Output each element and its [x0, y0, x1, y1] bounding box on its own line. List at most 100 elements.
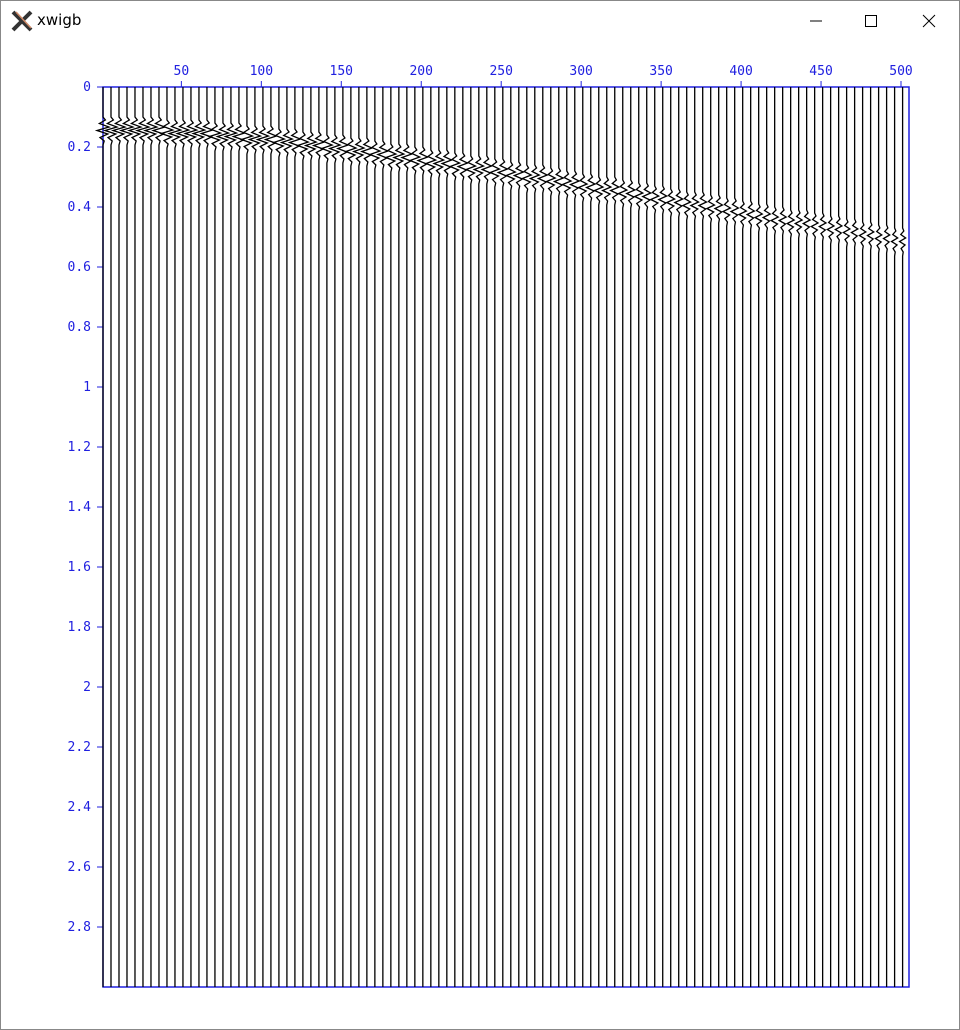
trace — [456, 87, 470, 987]
trace — [488, 87, 501, 987]
trace — [834, 87, 844, 987]
trace — [729, 87, 740, 987]
y-tick-label: 2.2 — [68, 740, 91, 755]
trace — [592, 87, 605, 987]
trace — [239, 87, 255, 987]
trace — [858, 87, 868, 987]
trace — [705, 87, 716, 987]
x-tick-label: 250 — [489, 64, 512, 79]
trace — [303, 87, 318, 987]
x-tick-label: 100 — [250, 64, 273, 79]
trace — [504, 87, 517, 987]
trace — [681, 87, 692, 987]
trace — [874, 87, 883, 987]
y-tick-label: 1.6 — [68, 560, 91, 575]
trace — [400, 87, 414, 987]
trace — [448, 87, 462, 987]
trace — [183, 87, 199, 987]
trace — [649, 87, 661, 987]
title-bar: xwigb — [1, 1, 959, 41]
trace — [464, 87, 478, 987]
trace — [215, 87, 231, 987]
app-icon — [11, 10, 33, 32]
y-tick-label: 0.6 — [68, 260, 91, 275]
trace — [777, 87, 788, 987]
trace — [576, 87, 589, 987]
trace — [882, 87, 891, 987]
trace — [737, 87, 748, 987]
trace — [392, 87, 406, 987]
trace — [351, 87, 366, 987]
trace — [480, 87, 494, 987]
trace — [207, 87, 223, 987]
x-tick-label: 500 — [889, 64, 912, 79]
trace — [801, 87, 812, 987]
trace — [102, 87, 120, 987]
x-tick-label: 300 — [569, 64, 592, 79]
close-button[interactable] — [917, 9, 941, 33]
trace — [753, 87, 764, 987]
trace — [472, 87, 486, 987]
trace — [231, 87, 247, 987]
trace — [617, 87, 629, 987]
trace — [440, 87, 454, 987]
trace — [191, 87, 207, 987]
trace — [745, 87, 756, 987]
y-tick-label: 2.8 — [68, 920, 91, 935]
trace — [584, 87, 597, 987]
trace — [520, 87, 533, 987]
trace — [826, 87, 836, 987]
trace — [424, 87, 438, 987]
wiggle-plot: 50 100 150 200 250 300 350 400 450 500 0 0.2 0.4 0.6 0… — [68, 64, 913, 988]
trace — [898, 87, 907, 987]
trace — [143, 87, 159, 987]
trace — [247, 87, 263, 987]
trace — [721, 87, 732, 987]
trace — [544, 87, 557, 987]
y-tick-label: 1 — [83, 380, 91, 395]
trace — [673, 87, 685, 987]
trace — [343, 87, 358, 987]
y-tick-label: 0.8 — [68, 320, 91, 335]
trace — [689, 87, 700, 987]
trace — [512, 87, 525, 987]
trace — [255, 87, 271, 987]
trace — [496, 87, 509, 987]
trace — [295, 87, 311, 987]
plot-frame — [102, 86, 910, 988]
maximize-button[interactable] — [859, 9, 883, 33]
trace — [890, 87, 899, 987]
trace — [769, 87, 780, 987]
trace — [287, 87, 303, 987]
trace — [866, 87, 875, 987]
x-tick-label: 450 — [809, 64, 832, 79]
trace — [432, 87, 446, 987]
minimize-button[interactable] — [804, 9, 828, 33]
trace — [713, 87, 724, 987]
trace — [785, 87, 796, 987]
trace — [761, 87, 772, 987]
y-tick-label: 1.4 — [68, 500, 92, 515]
trace — [416, 87, 430, 987]
trace — [151, 87, 167, 987]
trace — [118, 87, 135, 987]
trace — [633, 87, 645, 987]
trace — [842, 87, 852, 987]
trace — [271, 87, 287, 987]
trace — [126, 87, 143, 987]
trace — [850, 87, 860, 987]
y-tick-label: 1.2 — [68, 440, 91, 455]
trace — [384, 87, 398, 987]
trace — [601, 87, 613, 987]
trace — [319, 87, 334, 987]
trace — [159, 87, 175, 987]
trace — [279, 87, 295, 987]
x-tick-label: 150 — [330, 64, 353, 79]
trace — [167, 87, 183, 987]
trace — [625, 87, 637, 987]
trace — [327, 87, 342, 987]
trace — [223, 87, 239, 987]
trace — [263, 87, 279, 987]
y-tick-label: 0.4 — [68, 200, 92, 215]
